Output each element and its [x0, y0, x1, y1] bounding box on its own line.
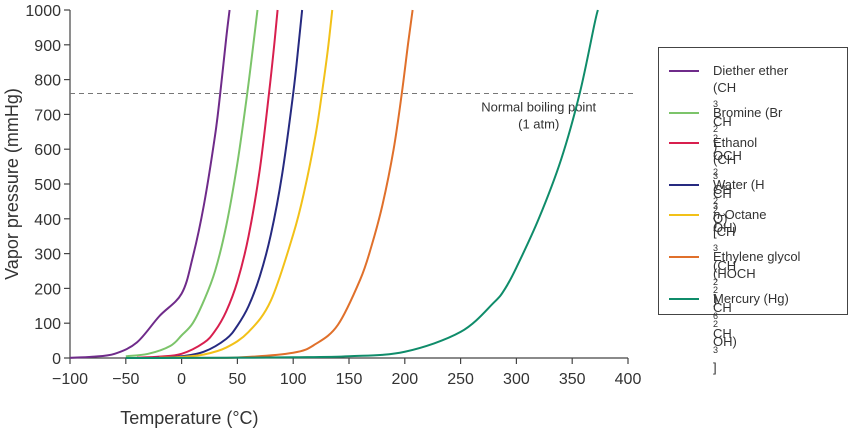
- legend-series-formula: (CH 3 CH 2 OCH 2 CH 3): [713, 80, 742, 231]
- legend-series-name-formula: Mercury (Hg): [713, 291, 789, 306]
- y-tick-label: 700: [34, 107, 61, 124]
- legend-series-formula: (CH 3 CH 2 OH): [713, 152, 737, 235]
- y-tick-label: 900: [34, 38, 61, 55]
- y-tick-label: 1000: [25, 3, 61, 20]
- legend-label: Bromine (Br 2): [713, 104, 847, 155]
- x-tick-label: 350: [559, 371, 586, 388]
- x-tick-label: 100: [280, 371, 307, 388]
- legend-swatch: [669, 142, 699, 144]
- y-tick-label: 800: [34, 73, 61, 90]
- legend-label: Mercury (Hg): [713, 290, 847, 307]
- series-line-bromine: [125, 9, 259, 358]
- x-axis-title: Temperature (°C): [120, 408, 258, 428]
- legend-swatch: [669, 256, 699, 258]
- y-axis-title: Vapor pressure (mmHg): [2, 88, 22, 280]
- legend-series-name: Ethanol: [713, 135, 758, 150]
- y-tick-label: 400: [34, 212, 61, 229]
- series-line-ethylene-glycol: [159, 9, 414, 359]
- legend-label: Diether ether (CH 3 CH 2 OCH 2 CH 3): [713, 62, 847, 232]
- x-tick-label: 0: [177, 371, 186, 388]
- legend-series-formula: [CH 3 (CH 2) 6 CH 3]: [713, 224, 737, 375]
- legend-series-formula: (HOCH 2 CH 2 OH): [713, 266, 756, 349]
- x-ticks: −100 −50 0 50 100 150 200 250 300 350 400: [52, 358, 641, 388]
- legend-swatch: [669, 70, 699, 72]
- series-layer: [69, 9, 599, 359]
- legend-series-name: n-Octane: [713, 207, 767, 222]
- y-tick-label: 100: [34, 316, 61, 333]
- y-tick-label: 200: [34, 281, 61, 298]
- y-tick-label: 0: [52, 351, 61, 368]
- series-line-diether-ether: [69, 9, 231, 359]
- x-tick-label: −50: [112, 371, 139, 388]
- legend-label: Ethylene glycol (HOCH 2 CH 2 OH): [713, 248, 847, 350]
- legend: Diether ether (CH 3 CH 2 OCH 2 CH 3) Bromine (Br 2…: [658, 47, 848, 375]
- legend-swatch: [669, 214, 699, 216]
- y-ticks: 0 100 200 300 400 500 600 700 800 900 1000: [25, 3, 70, 368]
- x-tick-label: 300: [503, 371, 530, 388]
- series-line-water: [136, 9, 304, 359]
- legend-label: Ethanol (CH 3 CH 2 OH): [713, 134, 847, 236]
- legend-label: n-Octane [CH 3 (CH 2) 6 CH 3]: [713, 206, 847, 376]
- legend-series-name: Ethylene glycol: [713, 249, 801, 264]
- x-tick-label: 150: [336, 371, 363, 388]
- legend-series-name-formula: Water (H 2 O): [713, 177, 765, 226]
- legend-swatch: [669, 298, 699, 300]
- x-tick-label: 400: [615, 371, 642, 388]
- series-line-ethanol: [136, 9, 279, 359]
- y-tick-label: 500: [34, 177, 61, 194]
- legend-swatch: [669, 112, 699, 114]
- y-tick-label: 600: [34, 142, 61, 159]
- legend-series-name: Diether ether: [713, 63, 789, 78]
- x-tick-label: 200: [391, 371, 418, 388]
- legend-label: Water (H 2 O): [713, 176, 847, 227]
- legend-series-name-formula: Bromine (Br 2): [713, 105, 783, 154]
- series-line-mercury: [125, 9, 599, 359]
- normal-boiling-point-sublabel: (1 atm): [518, 117, 559, 132]
- x-tick-label: 50: [229, 371, 247, 388]
- x-tick-label: −100: [52, 371, 88, 388]
- y-tick-label: 300: [34, 247, 61, 264]
- legend-swatch: [669, 184, 699, 186]
- x-tick-label: 250: [447, 371, 474, 388]
- series-line-n-octane: [159, 9, 334, 359]
- normal-boiling-point-label: Normal boiling point: [481, 100, 596, 115]
